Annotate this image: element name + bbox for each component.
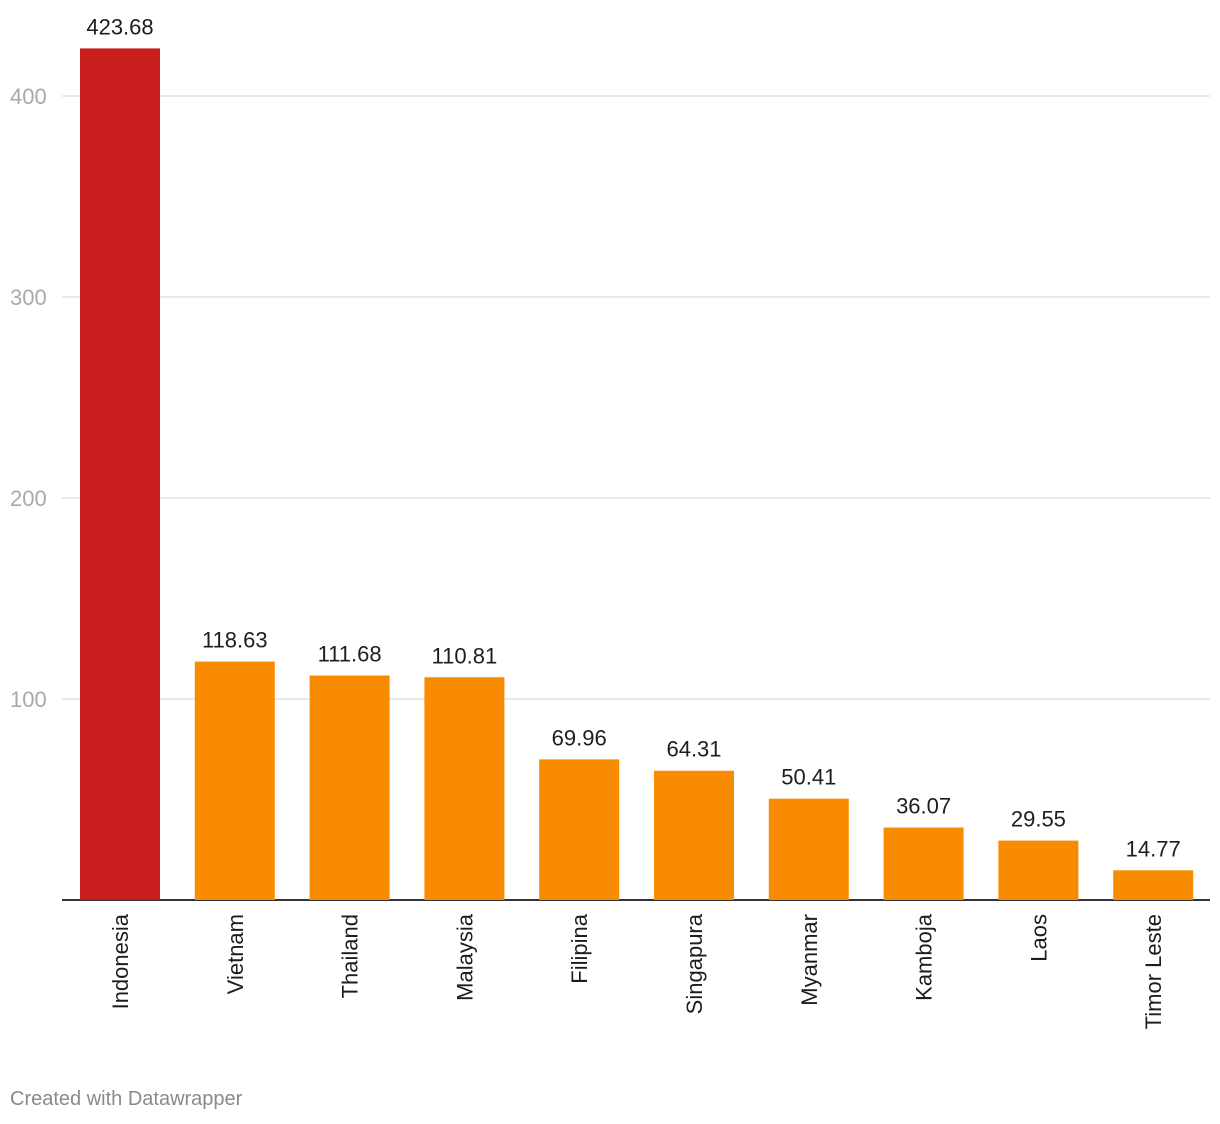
value-label: 111.68 [318, 642, 382, 667]
x-tick-label: Kamboja [912, 913, 937, 1001]
value-label: 36.07 [896, 793, 951, 818]
x-tick-label: Myanmar [797, 914, 822, 1006]
label-layer: 100 200 300 400 423.68 Indonesia 118.63 Vietnam… [10, 14, 1181, 1029]
bar-chart: 100 200 300 400 423.68 Indonesia 118.63 Vietnam… [10, 14, 1210, 1029]
bar-indonesia [80, 48, 160, 900]
x-tick-label: Singapura [682, 913, 707, 1014]
y-tick-label: 300 [10, 285, 47, 310]
y-tick-label: 100 [10, 687, 47, 712]
bar-kamboja [883, 827, 964, 900]
value-label: 50.41 [781, 765, 836, 790]
x-tick-label: Indonesia [108, 913, 133, 1009]
bar-singapura [654, 770, 734, 900]
value-label: 64.31 [666, 737, 721, 762]
x-tick-label: Laos [1026, 914, 1051, 962]
bar-filipina [539, 759, 620, 900]
bar-thailand [309, 675, 390, 900]
value-label: 69.96 [552, 725, 607, 750]
bar-malaysia [424, 677, 505, 900]
x-tick-label: Timor Leste [1141, 914, 1166, 1029]
value-label: 423.68 [86, 14, 153, 39]
value-label: 29.55 [1011, 807, 1066, 832]
bar-laos [998, 840, 1079, 900]
bar-myanmar [768, 798, 849, 900]
x-tick-label: Malaysia [452, 913, 477, 1001]
value-label: 110.81 [432, 643, 498, 668]
x-tick-label: Thailand [338, 914, 363, 998]
x-tick-label: Vietnam [223, 914, 248, 994]
bar-timor-leste [1113, 870, 1194, 900]
bar-vietnam [194, 661, 275, 900]
bar-layer [80, 48, 1194, 900]
x-tick-label: Filipina [567, 913, 592, 983]
value-label: 14.77 [1126, 836, 1181, 861]
y-tick-label: 400 [10, 84, 47, 109]
credit-text: Created with Datawrapper [10, 1088, 243, 1110]
value-label: 118.63 [202, 628, 268, 653]
y-tick-label: 200 [10, 486, 47, 511]
